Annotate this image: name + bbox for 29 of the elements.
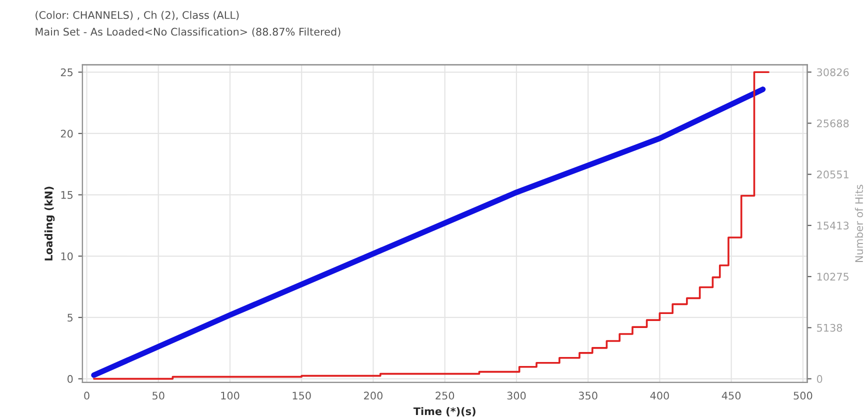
x-tick-label: 300 [507,392,526,400]
x-tick-label: 200 [364,392,382,400]
chart-title: (Color: CHANNELS) , Ch (2), Class (ALL) [36,10,239,20]
y-tick-label: 20 [60,130,73,138]
x-tick-label: 100 [221,392,240,400]
y-tick-label: 25 [60,68,73,76]
y2-tick-label: 10275 [817,272,848,281]
x-tick-label: 350 [578,392,598,400]
y-tick-label: 15 [61,191,73,199]
y-tick-label: 5 [68,314,73,322]
y2-tick-label: 25688 [817,119,849,128]
y2-tick-label: 30826 [817,68,849,76]
y2-tick-label: 20551 [817,170,848,178]
y-tick-label: 10 [61,252,73,260]
x-tick-label: 400 [650,392,669,400]
x-tick-label: 0 [84,392,90,400]
x-axis-title: Time (*)(s) [413,407,476,416]
y-tick-label: 0 [67,375,73,383]
y2-tick-label: 5138 [817,324,842,332]
y2-tick-label: 0 [816,375,822,383]
y2-tick-label: 15413 [817,222,849,230]
x-tick-label: 500 [794,392,812,400]
y-axis-title: Loading (kN) [44,186,55,260]
y2-axis-title: Number of Hits [854,184,864,262]
x-tick-label: 150 [292,392,311,400]
x-tick-label: 450 [722,392,741,400]
x-tick-label: 50 [152,392,164,400]
chart-subtitle: Main Set - As Loaded<No Classification> (88.87% Filtered) [36,28,340,37]
x-tick-label: 250 [436,392,454,400]
